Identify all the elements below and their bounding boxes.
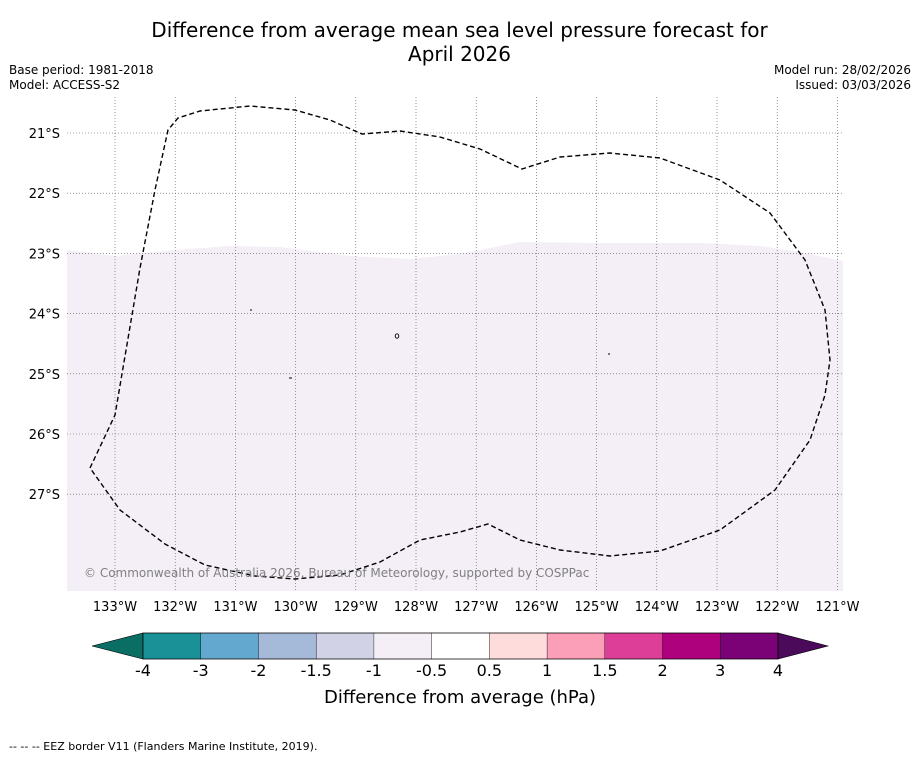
colorbar-tick: 3	[715, 661, 725, 680]
colorbar-tick: 1.5	[592, 661, 617, 680]
colorbar-segment	[662, 632, 721, 660]
colorbar-label: Difference from average (hPa)	[324, 687, 596, 708]
lon-label: 128°W	[394, 600, 438, 615]
island-2	[394, 333, 400, 339]
colorbar-segment	[200, 632, 259, 660]
lon-axis-labels: 133°W 132°W 131°W 130°W 129°W 128°W 127°W 126°W…	[93, 600, 860, 615]
lon-label: 129°W	[334, 600, 378, 615]
title-line-2: April 2026	[408, 42, 511, 66]
colorbar-tick: -1.5	[301, 661, 332, 680]
colorbar-extend-low	[91, 632, 144, 660]
base-period: Base period: 1981-2018	[9, 63, 154, 77]
colorbar-tick: -3	[193, 661, 209, 680]
lon-label: 122°W	[755, 600, 799, 615]
colorbar: -4 -3 -2 -1.5 -1 -0.5 0.5 1 1.5 2 3 4 Difference fr…	[91, 632, 830, 708]
colorbar-segment	[373, 632, 433, 660]
lon-label: 133°W	[93, 600, 137, 615]
copyright-text: © Commonwealth of Australia 2026, Bureau…	[84, 566, 589, 580]
colorbar-segment	[546, 632, 606, 660]
colorbar-segment	[315, 632, 375, 660]
colorbar-tick: 4	[773, 661, 783, 680]
meta-left: Base period: 1981-2018 Model: ACCESS-S2	[9, 63, 154, 93]
colorbar-segment	[489, 632, 548, 660]
title-line-1: Difference from average mean sea level p…	[151, 18, 768, 42]
colorbar-segment	[431, 632, 490, 660]
lon-label: 130°W	[274, 600, 318, 615]
lon-label: 123°W	[695, 600, 739, 615]
lat-axis-labels: 21°S 22°S 23°S 24°S 25°S 26°S 27°S	[29, 127, 60, 503]
lat-label: 27°S	[29, 488, 60, 503]
eez-border	[89, 105, 831, 580]
lat-label: 24°S	[29, 308, 60, 323]
colorbar-tick: 0.5	[477, 661, 502, 680]
lon-label: 132°W	[153, 600, 197, 615]
colorbar-segments	[142, 632, 779, 660]
lon-label: 126°W	[514, 600, 558, 615]
lat-label: 22°S	[29, 187, 60, 202]
colorbar-extend-high	[777, 632, 830, 660]
issued-date: Issued: 03/03/2026	[795, 78, 911, 92]
colorbar-outline	[142, 632, 779, 660]
lat-label: 21°S	[29, 127, 60, 142]
lon-label: 125°W	[575, 600, 619, 615]
grid-lines	[67, 97, 843, 591]
colorbar-tick: 2	[657, 661, 667, 680]
lat-label: 26°S	[29, 428, 60, 443]
lat-label: 25°S	[29, 368, 60, 383]
colorbar-tick: -4	[135, 661, 151, 680]
colorbar-segment	[604, 632, 664, 660]
colorbar-segment	[258, 632, 317, 660]
lon-label: 127°W	[454, 600, 498, 615]
colorbar-tick: -0.5	[416, 661, 447, 680]
meta-right: Model run: 28/02/2026 Issued: 03/03/2026	[774, 63, 911, 93]
colorbar-tick: -1	[366, 661, 382, 680]
colorbar-segment	[142, 632, 202, 660]
colorbar-segment	[720, 632, 779, 660]
colorbar-tick: 1	[542, 661, 552, 680]
lon-label: 121°W	[815, 600, 859, 615]
model-name: Model: ACCESS-S2	[9, 78, 121, 92]
pressure-anomaly-shading	[67, 242, 843, 591]
chart-title: Difference from average mean sea level p…	[0, 18, 919, 66]
colorbar-tick-labels: -4 -3 -2 -1.5 -1 -0.5 0.5 1 1.5 2 3 4	[135, 661, 783, 680]
island-marks	[250, 309, 610, 379]
footer-legend: -- -- -- EEZ border V11 (Flanders Marine…	[9, 740, 318, 753]
model-run: Model run: 28/02/2026	[773, 63, 911, 77]
lon-label: 124°W	[635, 600, 679, 615]
lat-label: 23°S	[29, 247, 60, 262]
lon-label: 131°W	[213, 600, 257, 615]
colorbar-tick: -2	[250, 661, 266, 680]
